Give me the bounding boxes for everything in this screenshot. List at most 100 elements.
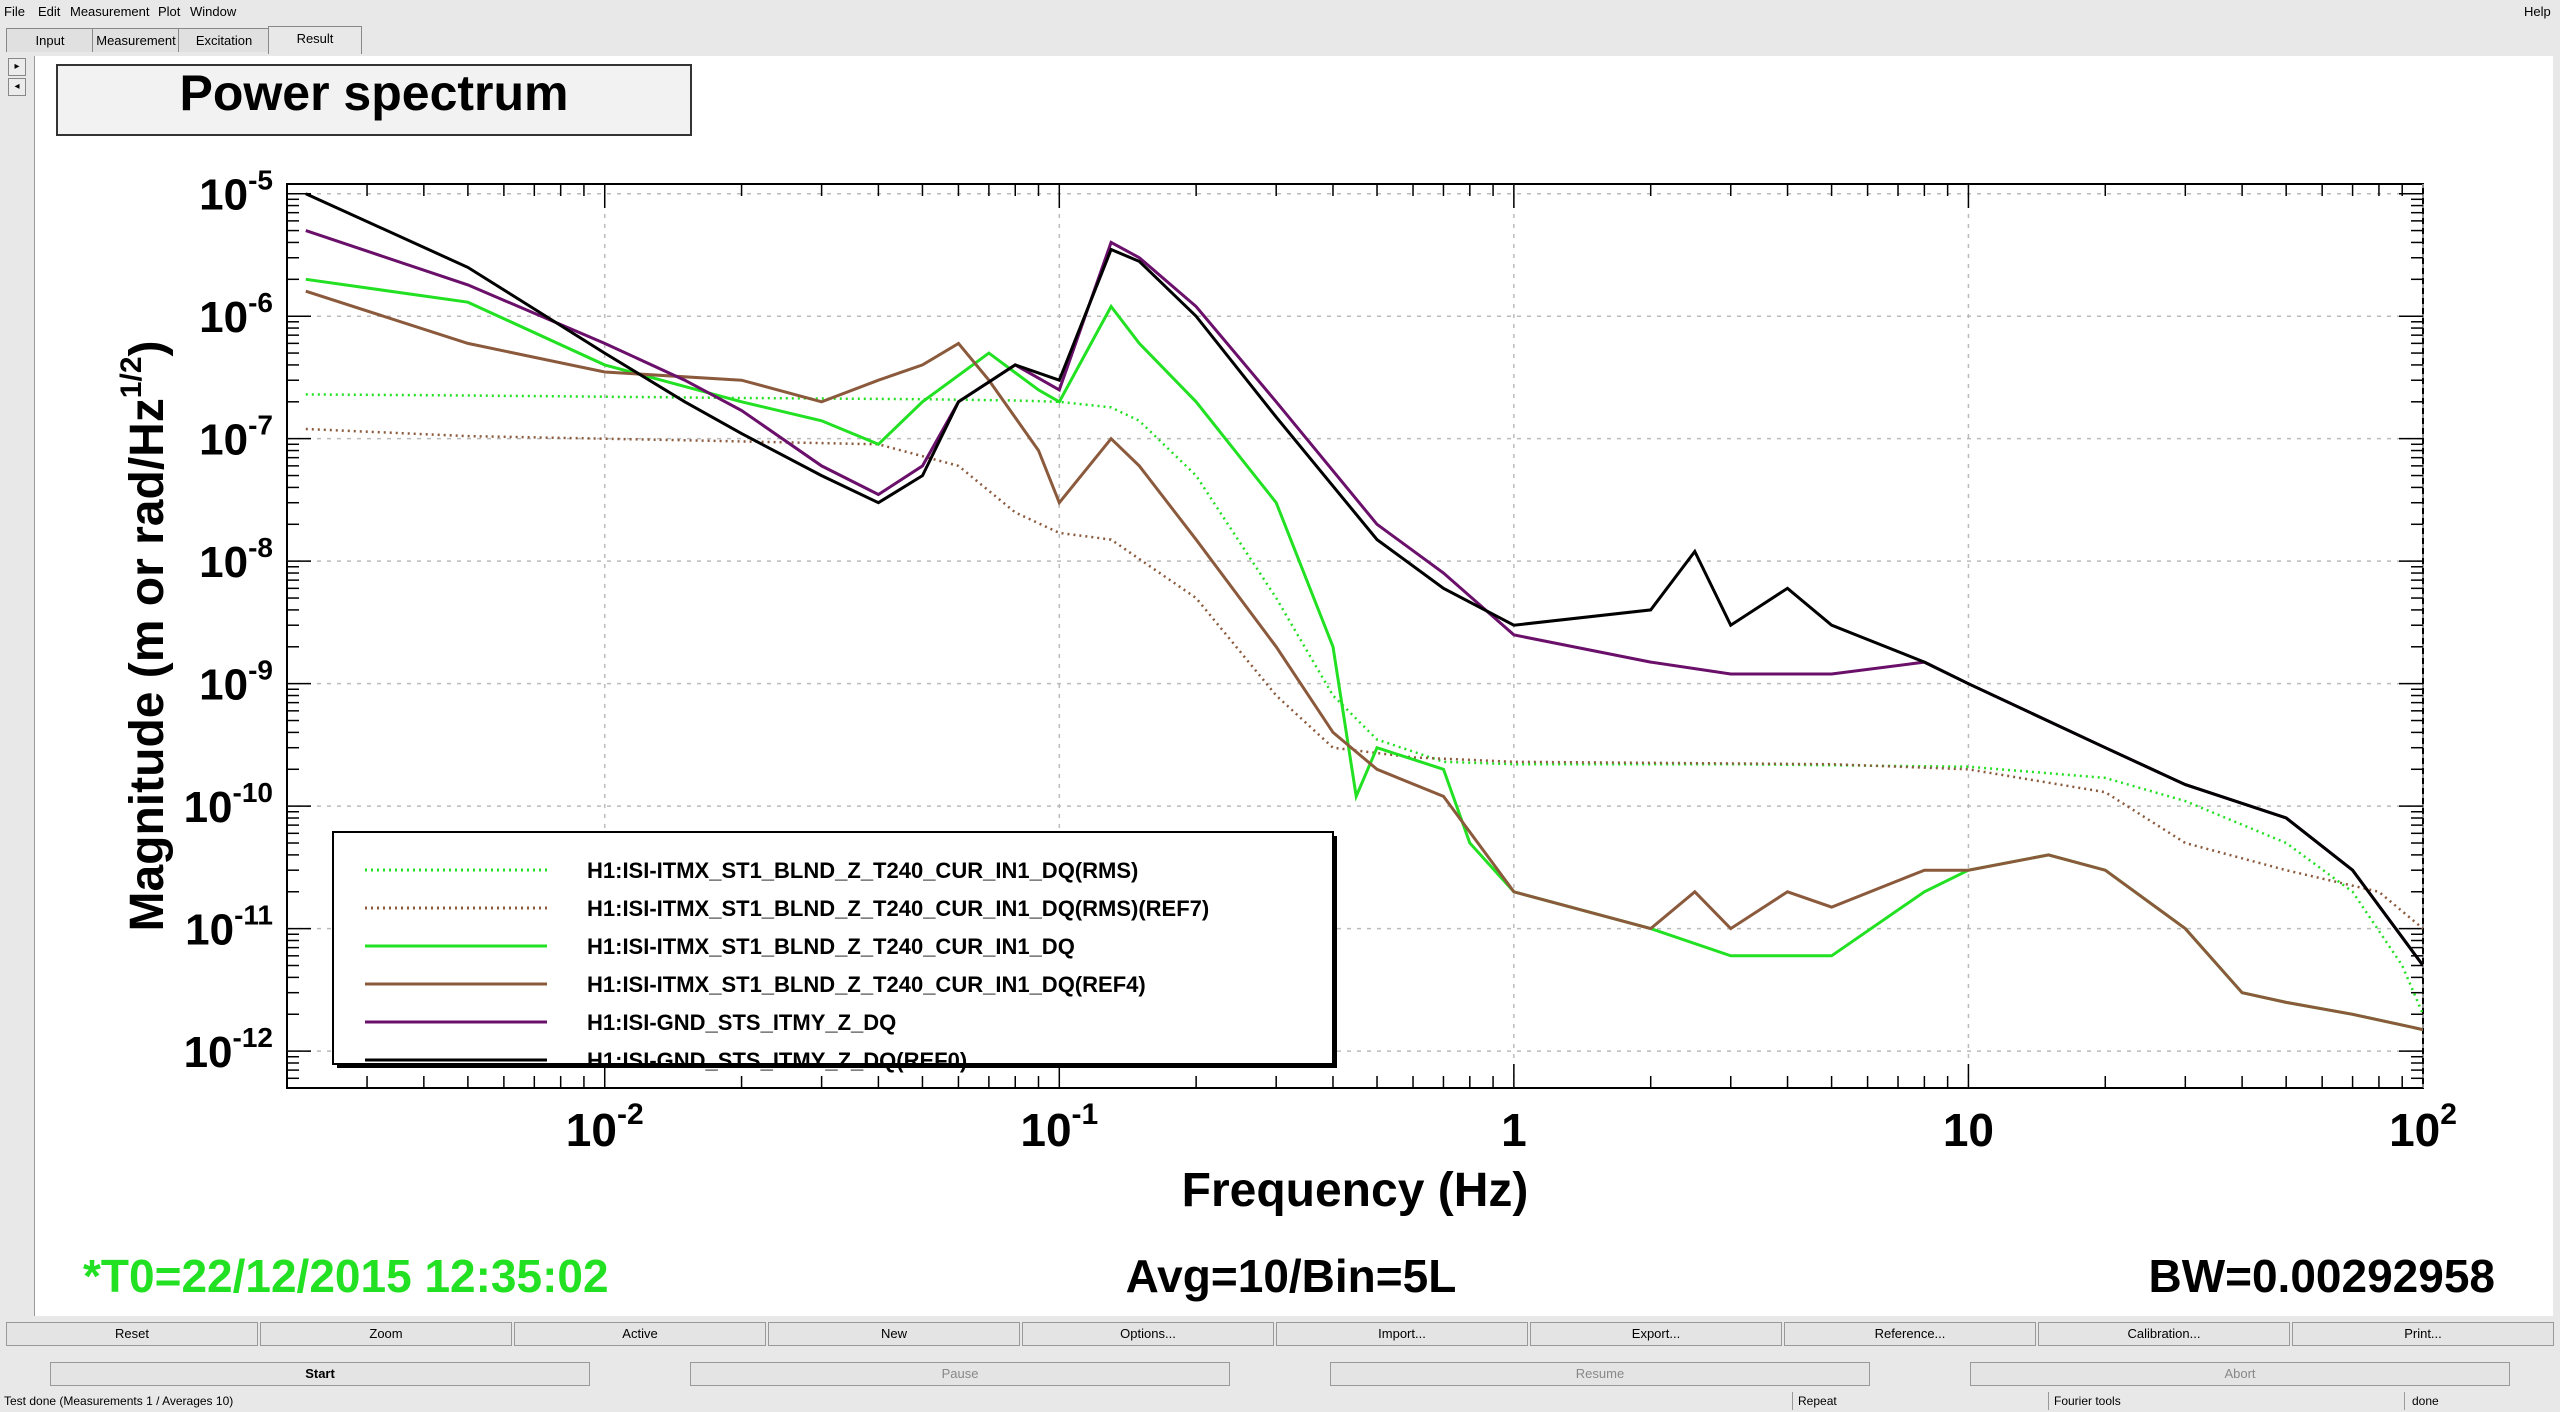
series-line-5 <box>305 192 2423 967</box>
x-tick-label: 10-2 <box>566 1098 644 1156</box>
x-tick-exp: 2 <box>2440 1098 2457 1131</box>
y-tick-exp: -8 <box>248 532 273 563</box>
legend-label-1: H1:ISI-ITMX_ST1_BLND_Z_T240_CUR_IN1_DQ(R… <box>587 896 1209 921</box>
x-tick-base: 10 <box>1943 1104 1994 1156</box>
button-row-1: Reset Zoom Active New Options... Import.… <box>0 1320 2560 1348</box>
start-button[interactable]: Start <box>50 1362 590 1386</box>
legend-label-0: H1:ISI-ITMX_ST1_BLND_Z_T240_CUR_IN1_DQ(R… <box>587 858 1138 883</box>
plot-canvas[interactable]: Power spectrum 10-2 10-1 1 10 102 10-5 10-6 10… <box>34 56 2553 1316</box>
y-tick-label: 10-10 <box>184 777 273 832</box>
status-bar: Test done (Measurements 1 / Averages 10)… <box>0 1390 2560 1412</box>
x-tick-base: 10 <box>2389 1104 2440 1156</box>
menu-measurement[interactable]: Measurement <box>70 4 150 19</box>
new-button[interactable]: New <box>768 1322 1020 1346</box>
y-tick-label: 10-6 <box>199 287 273 342</box>
expand-right-icon[interactable]: ▸ <box>8 58 26 76</box>
zoom-button[interactable]: Zoom <box>260 1322 512 1346</box>
menu-file[interactable]: File <box>4 4 25 19</box>
calibration-button[interactable]: Calibration... <box>2038 1322 2290 1346</box>
y-tick-exp: -10 <box>233 777 273 808</box>
t0-text: *T0=22/12/2015 12:35:02 <box>83 1250 609 1302</box>
menu-plot[interactable]: Plot <box>158 4 181 19</box>
pause-button[interactable]: Pause <box>690 1362 1230 1386</box>
reference-button[interactable]: Reference... <box>1784 1322 2036 1346</box>
title-box <box>56 64 692 136</box>
y-tick-exp: -7 <box>248 410 273 441</box>
y-tick-base: 10 <box>199 538 248 587</box>
legend-label-3: H1:ISI-ITMX_ST1_BLND_Z_T240_CUR_IN1_DQ(R… <box>587 972 1146 997</box>
series-group <box>305 192 2423 1032</box>
active-button[interactable]: Active <box>514 1322 766 1346</box>
reset-button[interactable]: Reset <box>6 1322 258 1346</box>
sidebar: ▸ ◂ <box>0 56 32 1316</box>
y-tick-label: 10-5 <box>199 165 273 220</box>
status-main: Test done (Measurements 1 / Averages 10) <box>4 1394 234 1408</box>
x-axis-label: Frequency (Hz) <box>1182 1164 1529 1217</box>
x-tick-labels: 10-2 10-1 1 10 102 <box>566 1098 2457 1156</box>
y-axis-label-main: Magnitude (m or rad/Hz <box>121 398 174 931</box>
y-tick-base: 10 <box>184 1028 233 1077</box>
y-tick-label: 10-9 <box>199 655 273 710</box>
menubar: File Edit Measurement Plot Window Help <box>0 0 2560 24</box>
y-tick-base: 10 <box>185 906 234 955</box>
series-line-3 <box>305 289 2423 1032</box>
x-tick-base: 10 <box>566 1104 617 1156</box>
tab-measurement[interactable]: Measurement <box>92 28 180 52</box>
print-button[interactable]: Print... <box>2292 1322 2554 1346</box>
y-tick-base: 10 <box>199 171 248 220</box>
x-tick-label: 102 <box>2389 1098 2457 1156</box>
y-tick-exp: -6 <box>248 287 273 318</box>
avg-bin-text: Avg=10/Bin=5L <box>1126 1250 1457 1302</box>
y-tick-base: 10 <box>199 416 248 465</box>
status-tools: Fourier tools <box>2054 1394 2121 1408</box>
y-tick-exp: -12 <box>233 1022 273 1053</box>
y-tick-base: 10 <box>199 661 248 710</box>
y-tick-label: 10-7 <box>199 410 273 465</box>
x-tick-label: 10 <box>1943 1104 1994 1156</box>
abort-button[interactable]: Abort <box>1970 1362 2510 1386</box>
resume-button[interactable]: Resume <box>1330 1362 1870 1386</box>
legend: H1:ISI-ITMX_ST1_BLND_Z_T240_CUR_IN1_DQ(R… <box>332 831 1337 1073</box>
y-axis-label: Magnitude (m or rad/Hz1/2) <box>115 340 174 931</box>
legend-label-4: H1:ISI-GND_STS_ITMY_Z_DQ <box>587 1010 896 1035</box>
tab-result[interactable]: Result <box>268 26 362 54</box>
menu-window[interactable]: Window <box>190 4 237 19</box>
y-tick-label: 10-12 <box>184 1022 273 1077</box>
x-tick-label: 10-1 <box>1020 1098 1098 1156</box>
tab-input[interactable]: Input <box>6 28 94 52</box>
y-tick-exp: -9 <box>248 655 273 686</box>
series-line-0 <box>305 393 2423 1015</box>
export-button[interactable]: Export... <box>1530 1322 1782 1346</box>
menu-help[interactable]: Help <box>2524 4 2551 19</box>
y-axis-label-sup: 1/2 <box>115 356 148 398</box>
button-row-2: Start Pause Resume Abort <box>0 1360 2560 1388</box>
axis-ticks <box>286 184 2423 1089</box>
x-tick-exp: -2 <box>617 1098 644 1131</box>
y-tick-label: 10-8 <box>199 532 273 587</box>
collapse-left-icon[interactable]: ◂ <box>8 78 26 96</box>
tab-bar: Input Measurement Excitation Result <box>0 26 2560 54</box>
y-tick-exp: -11 <box>234 900 273 931</box>
options-button[interactable]: Options... <box>1022 1322 1274 1346</box>
status-state: done <box>2412 1394 2439 1408</box>
legend-label-5: H1:ISI-GND_STS_ITMY_Z_DQ(REF0) <box>587 1048 967 1073</box>
y-tick-base: 10 <box>184 783 233 832</box>
status-repeat: Repeat <box>1798 1394 1837 1408</box>
y-tick-base: 10 <box>199 293 248 342</box>
legend-box <box>332 831 1334 1065</box>
bandwidth-text: BW=0.00292958 <box>2148 1250 2495 1302</box>
x-tick-base: 10 <box>1020 1104 1071 1156</box>
chart-title: Power spectrum <box>179 65 568 121</box>
y-tick-label: 10-11 <box>185 900 273 955</box>
y-axis-label-end: ) <box>121 340 174 356</box>
legend-label-2: H1:ISI-ITMX_ST1_BLND_Z_T240_CUR_IN1_DQ <box>587 934 1075 959</box>
x-tick-exp: -1 <box>1072 1098 1099 1131</box>
power-spectrum-chart[interactable]: Power spectrum 10-2 10-1 1 10 102 10-510-610… <box>35 56 2553 1316</box>
menu-edit[interactable]: Edit <box>38 4 61 19</box>
tab-excitation[interactable]: Excitation <box>178 28 270 52</box>
import-button[interactable]: Import... <box>1276 1322 1528 1346</box>
x-tick-label: 1 <box>1501 1104 1527 1156</box>
y-tick-exp: -5 <box>248 165 273 196</box>
x-tick-base: 1 <box>1501 1104 1527 1156</box>
